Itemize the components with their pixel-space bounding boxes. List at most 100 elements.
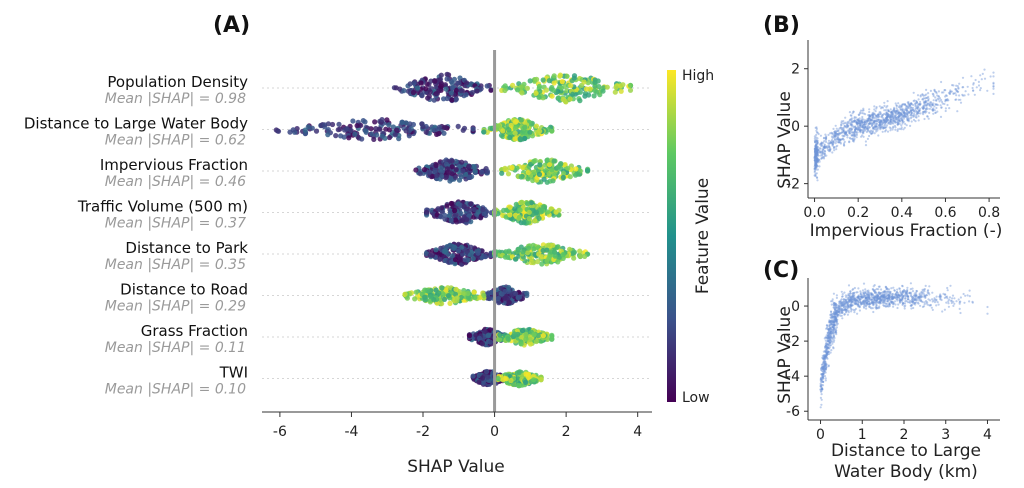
shap-point (471, 206, 477, 213)
shap-point (302, 127, 308, 133)
shap-point (495, 295, 501, 302)
shap-point (506, 284, 512, 291)
scatter-point (937, 90, 941, 93)
shap-point (509, 82, 516, 88)
shap-point (386, 134, 393, 141)
panel-b-label: (B) (763, 13, 800, 38)
scatter-point (957, 87, 960, 90)
scatter-point (910, 109, 913, 112)
shap-point (470, 89, 476, 96)
scatter-point (835, 329, 838, 332)
shap-point (518, 199, 525, 205)
scatter-point (959, 101, 963, 104)
shap-point (406, 133, 412, 139)
shap-point (565, 165, 571, 171)
scatter-point (819, 134, 823, 137)
shap-point (627, 87, 634, 93)
shap-point (534, 76, 540, 82)
shap-point (403, 120, 409, 126)
shap-point (620, 82, 626, 88)
shap-point (437, 160, 443, 166)
scatter-point (911, 290, 915, 293)
shap-point (526, 245, 532, 251)
shap-point (540, 247, 546, 254)
scatter-point (869, 117, 872, 120)
scatter-point (915, 109, 918, 113)
scatter-point (889, 108, 892, 111)
scatter-point (955, 98, 958, 101)
shap-point (514, 87, 521, 93)
scatter-point (935, 304, 938, 307)
shap-point (596, 84, 602, 90)
shap-point (444, 76, 450, 82)
shap-point (571, 75, 577, 81)
scatter-point (891, 111, 894, 114)
scatter-point (896, 123, 899, 126)
scatter-point (855, 123, 859, 126)
scatter-point (861, 117, 864, 120)
shap-point (446, 170, 452, 176)
shap-point (476, 379, 482, 385)
scatter-point (904, 297, 907, 300)
shap-point (384, 117, 390, 123)
scatter-point (927, 117, 930, 120)
scatter-point (864, 144, 868, 147)
shap-point (431, 97, 437, 103)
scatter-point (916, 106, 919, 110)
shap-point (359, 136, 365, 142)
shap-point (527, 129, 533, 135)
shap-point (478, 86, 484, 92)
shap-point (305, 124, 311, 130)
scatter-point (909, 282, 913, 285)
shap-point (482, 254, 488, 260)
shap-point (497, 332, 503, 338)
shap-point (585, 168, 591, 174)
scatter-point (881, 122, 884, 125)
scatter-point (927, 98, 930, 102)
shap-point (441, 296, 448, 302)
shap-point (379, 117, 385, 123)
feature-name: Population Density (107, 73, 248, 91)
scatter-point (822, 137, 826, 140)
scatter-point (928, 111, 931, 114)
scatter-point (903, 112, 906, 115)
scatter-point (835, 127, 838, 130)
shap-point (436, 130, 442, 136)
shap-point (344, 126, 350, 132)
scatter-point (814, 126, 817, 129)
shap-point (530, 177, 536, 184)
shap-point (495, 123, 501, 129)
shap-point (415, 85, 421, 91)
shap-point (518, 84, 524, 90)
scatter-point (874, 110, 877, 113)
scatter-point (827, 133, 830, 136)
scatter-point (925, 88, 928, 91)
scatter-point (834, 130, 837, 133)
scatter-point (956, 110, 959, 113)
scatter-point (842, 126, 845, 130)
scatter-point (867, 122, 870, 125)
scatter-point (899, 108, 903, 111)
scatter-point (825, 145, 828, 148)
scatter-point (952, 84, 955, 87)
shap-point (612, 89, 618, 95)
shap-point (586, 92, 592, 98)
shap-point (567, 96, 573, 102)
scatter-point (885, 111, 888, 115)
scatter-point (909, 117, 912, 120)
shap-point (538, 207, 544, 213)
scatter-point (880, 288, 883, 291)
scatter-point (893, 106, 896, 109)
scatter-point (961, 76, 965, 79)
scatter-point (932, 93, 935, 96)
shap-point (452, 207, 458, 214)
scatter-point (909, 124, 912, 127)
shap-point (558, 161, 564, 167)
scatter-point (934, 96, 937, 99)
shap-point (442, 82, 448, 88)
shap-point (333, 133, 339, 139)
shap-point (412, 296, 418, 302)
panel-c-label: (C) (763, 258, 799, 283)
scatter-point (860, 135, 863, 138)
shap-point (399, 119, 405, 125)
